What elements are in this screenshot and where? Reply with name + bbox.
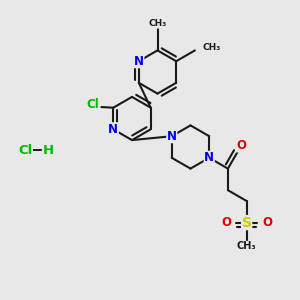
Text: H: H <box>42 143 54 157</box>
Text: Cl: Cl <box>18 143 33 157</box>
Text: CH₃: CH₃ <box>202 44 221 52</box>
Text: S: S <box>242 216 252 230</box>
Text: CH₃: CH₃ <box>237 242 256 251</box>
Text: O: O <box>236 139 246 152</box>
Text: O: O <box>262 216 272 229</box>
Text: N: N <box>134 55 144 68</box>
Text: CH₃: CH₃ <box>148 19 166 28</box>
Text: N: N <box>108 123 118 136</box>
Text: Cl: Cl <box>86 98 99 111</box>
Text: N: N <box>167 130 177 143</box>
Text: N: N <box>204 151 214 164</box>
Text: O: O <box>221 216 231 229</box>
